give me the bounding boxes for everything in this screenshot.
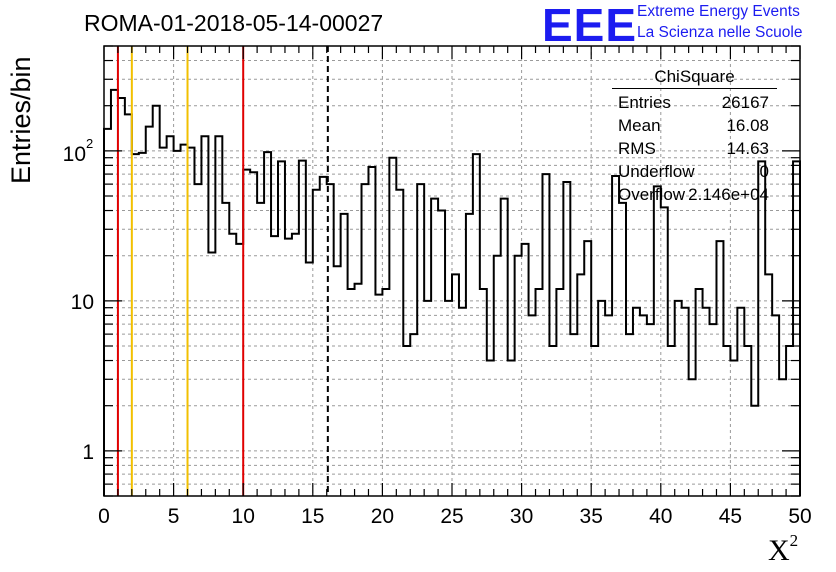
y-tick-label: 10 bbox=[71, 291, 94, 314]
x-tick-label: 45 bbox=[719, 505, 742, 528]
stats-box: ChiSquare Entries 26167 Mean 16.08 RMS 1… bbox=[612, 67, 777, 206]
stats-key: Entries bbox=[618, 93, 671, 112]
x-tick-label: 5 bbox=[168, 505, 180, 528]
stats-value: 14.63 bbox=[726, 139, 769, 158]
y-tick-label-exponent: 2 bbox=[86, 136, 93, 151]
x-tick-label: 25 bbox=[440, 505, 463, 528]
stats-key: Underflow bbox=[618, 162, 695, 181]
y-tick-label: 1 bbox=[82, 441, 94, 464]
stats-title: ChiSquare bbox=[612, 67, 777, 89]
stats-value: 2.146e+04 bbox=[688, 185, 769, 204]
x-tick-label: 30 bbox=[510, 505, 533, 528]
stats-row-entries: Entries 26167 bbox=[612, 91, 777, 114]
y-axis-label: Entries/bin bbox=[6, 56, 36, 184]
x-tick-label: 35 bbox=[580, 505, 603, 528]
stats-key: Overflow bbox=[618, 185, 686, 204]
x-axis-label-sup: 2 bbox=[789, 531, 799, 550]
x-tick-label: 0 bbox=[98, 505, 110, 528]
stats-row-overflow: Overflow 2.146e+04 bbox=[612, 183, 777, 206]
stats-row-rms: RMS 14.63 bbox=[612, 137, 777, 160]
y-tick-label: 10 bbox=[63, 143, 86, 166]
x-axis-label: X2 bbox=[768, 531, 799, 568]
stats-key: RMS bbox=[618, 139, 656, 158]
x-tick-label: 10 bbox=[232, 505, 255, 528]
chart-title: ROMA-01-2018-05-14-00027 bbox=[84, 10, 384, 36]
x-axis-label-base: X bbox=[768, 534, 790, 567]
histogram-series bbox=[103, 88, 801, 496]
x-tick-label: 15 bbox=[301, 505, 324, 528]
x-tick-label: 20 bbox=[371, 505, 394, 528]
eee-logo: EEE bbox=[542, 0, 638, 51]
logo-subtitle-1: Extreme Energy Events bbox=[637, 3, 800, 20]
stats-row-mean: Mean 16.08 bbox=[612, 114, 777, 137]
stats-row-underflow: Underflow 0 bbox=[612, 160, 777, 183]
x-tick-label: 50 bbox=[788, 505, 811, 528]
stats-key: Mean bbox=[618, 116, 661, 135]
stats-value: 26167 bbox=[721, 93, 769, 112]
x-tick-label: 40 bbox=[649, 505, 672, 528]
stats-value: 0 bbox=[759, 162, 769, 181]
stats-value: 16.08 bbox=[726, 116, 769, 135]
logo-subtitle-2: La Scienza nelle Scuole bbox=[637, 24, 803, 41]
